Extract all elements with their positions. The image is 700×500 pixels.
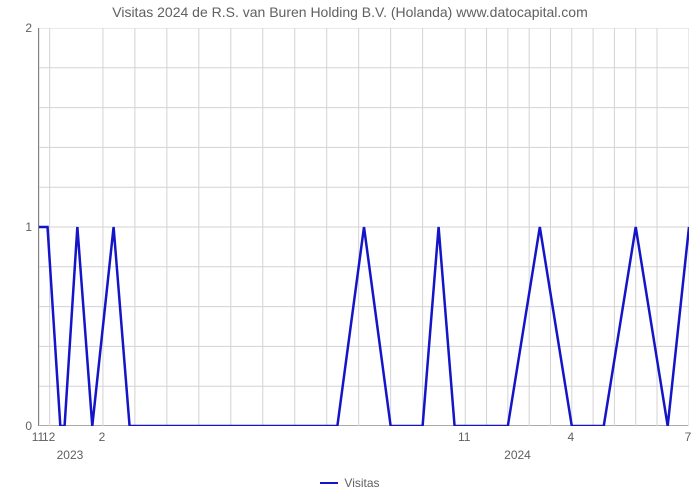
x-year-label: 2023	[57, 448, 84, 462]
legend-label: Visitas	[344, 476, 379, 490]
series-line	[39, 28, 689, 426]
x-year-label: 2024	[504, 448, 531, 462]
legend-swatch	[320, 482, 338, 484]
y-tick-label: 2	[0, 21, 32, 35]
x-tick-label: 4	[567, 430, 574, 444]
chart-title: Visitas 2024 de R.S. van Buren Holding B…	[0, 4, 700, 20]
plot-area	[38, 28, 688, 426]
legend: Visitas	[0, 476, 700, 490]
x-tick-label: 12	[42, 430, 55, 444]
x-tick-label: 2	[99, 430, 106, 444]
y-tick-label: 0	[0, 419, 32, 433]
x-tick-label: 11	[458, 430, 470, 444]
x-tick-label: 7	[685, 430, 692, 444]
chart-container: { "chart": { "type": "line", "title": "V…	[0, 0, 700, 500]
y-tick-label: 1	[0, 220, 32, 234]
